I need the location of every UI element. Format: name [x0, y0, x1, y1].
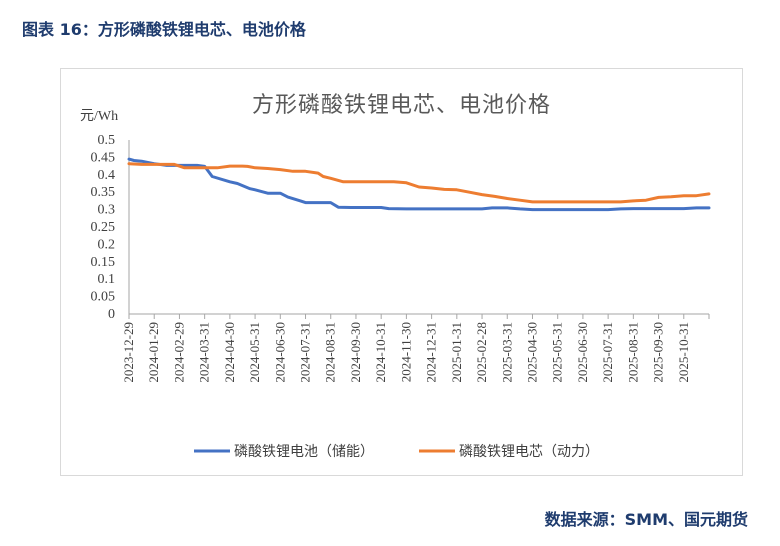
- x-tick-label: 2025-03-31: [499, 322, 514, 383]
- figure-caption: 图表 16：方形磷酸铁锂电芯、电池价格: [22, 20, 306, 39]
- x-tick-label: 2025-05-31: [550, 322, 565, 383]
- y-tick-label: 0.15: [91, 255, 116, 270]
- y-tick-label: 0.1: [98, 272, 116, 287]
- x-tick-label: 2024-10-31: [373, 322, 388, 383]
- x-tick-label: 2024-02-29: [171, 322, 186, 383]
- x-tick-label: 2025-02-28: [474, 322, 489, 383]
- x-tick-label: 2024-05-31: [247, 322, 262, 383]
- y-tick-label: 0: [108, 307, 115, 322]
- x-tick-label: 2025-08-31: [625, 322, 640, 383]
- line-chart: 0 0.05 0.1 0.15 0.2 0.25 0.3 0.35 0.4 0.45 0.5 2023…: [91, 133, 711, 460]
- legend-label-1: 磷酸铁锂电池（储能）: [234, 444, 374, 460]
- x-tick-label: 2024-11-30: [398, 322, 413, 382]
- x-tick-label: 2025-10-31: [676, 322, 691, 383]
- source-note: 数据来源：SMM、国元期货: [544, 510, 748, 529]
- y-tick-label: 0.05: [91, 290, 116, 305]
- x-tick-label: 2025-04-30: [524, 322, 539, 383]
- series-line-2: [127, 162, 711, 204]
- chart-title: 方形磷酸铁锂电芯、电池价格: [251, 93, 551, 118]
- y-tick-label: 0.4: [98, 168, 116, 183]
- y-tick-label: 0.25: [91, 220, 116, 235]
- x-tick-label: 2024-08-31: [323, 322, 338, 383]
- y-tick-label: 0.5: [98, 133, 116, 148]
- legend-label-2: 磷酸铁锂电芯（动力）: [459, 444, 599, 460]
- x-tick-label: 2024-06-30: [272, 322, 287, 383]
- x-tick-label: 2025-01-31: [449, 322, 464, 383]
- x-tick-label: 2024-07-31: [298, 322, 313, 383]
- x-tick-label: 2024-01-29: [146, 322, 161, 383]
- chart-area: 方形磷酸铁锂电芯、电池价格 元/Wh 0 0.05 0.1 0.15 0.2 0.25 0.…: [60, 68, 743, 476]
- x-tick-label: 2025-09-30: [651, 322, 666, 383]
- x-tick-label: 2024-04-30: [222, 322, 237, 383]
- y-tick-label: 0.2: [98, 237, 116, 252]
- y-tick-label: 0.3: [98, 203, 116, 218]
- y-tick-label: 0.35: [91, 185, 116, 200]
- x-tick-label: 2025-06-30: [575, 322, 590, 383]
- x-tick-label: 2024-09-30: [348, 322, 363, 383]
- x-tick-label: 2024-03-31: [197, 322, 212, 383]
- y-axis-unit-label: 元/Wh: [80, 109, 119, 124]
- x-tick-label: 2025-07-31: [600, 322, 615, 383]
- x-tick-label: 2024-12-31: [424, 322, 439, 383]
- x-tick-label: 2023-12-29: [121, 322, 136, 383]
- y-tick-label: 0.45: [91, 150, 116, 165]
- series-line-1: [127, 157, 711, 212]
